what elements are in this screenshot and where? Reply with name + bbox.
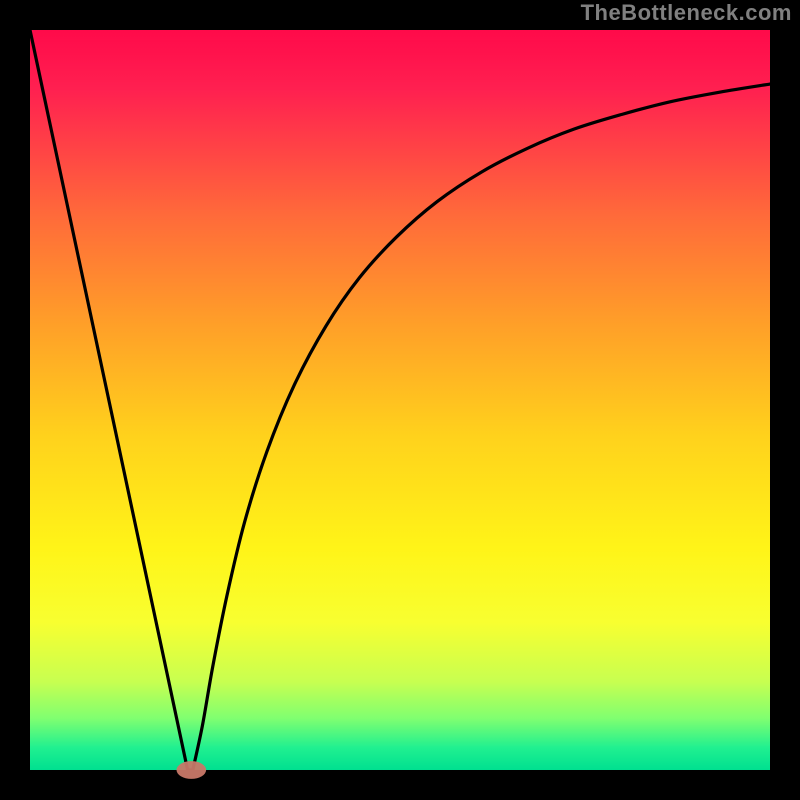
optimum-marker — [177, 761, 207, 779]
bottleneck-chart — [0, 0, 800, 800]
chart-container: TheBottleneck.com — [0, 0, 800, 800]
plot-background — [30, 30, 770, 770]
watermark-text: TheBottleneck.com — [581, 0, 792, 26]
